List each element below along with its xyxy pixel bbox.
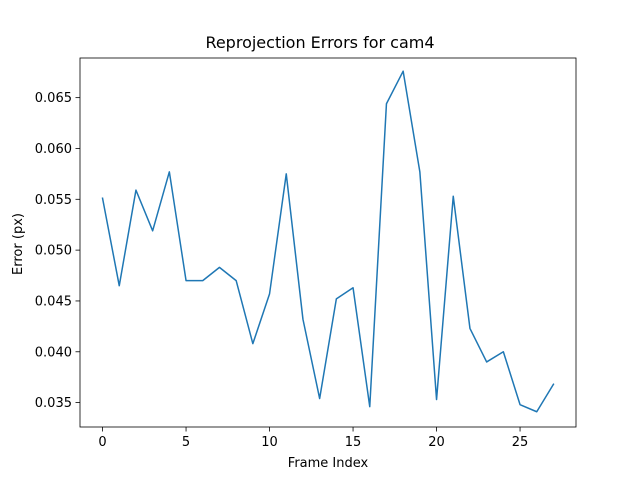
- chart-title: Reprojection Errors for cam4: [205, 33, 434, 52]
- x-axis-label: Frame Index: [288, 456, 369, 471]
- x-tick-label: 20: [428, 435, 445, 450]
- y-tick-label: 0.045: [35, 294, 72, 309]
- plot-frame: [79, 57, 577, 428]
- y-tick-label: 0.040: [35, 345, 72, 360]
- y-tick-label: 0.050: [35, 244, 72, 259]
- y-axis-label: Error (px): [11, 213, 26, 275]
- y-tick-label: 0.060: [35, 142, 72, 157]
- y-tick-label: 0.055: [35, 193, 72, 208]
- x-tick-label: 15: [345, 435, 362, 450]
- x-tick-label: 10: [261, 435, 278, 450]
- plot-area: [79, 57, 577, 428]
- x-tick-label: 5: [182, 435, 190, 450]
- y-tick-label: 0.035: [35, 396, 72, 411]
- y-tick-label: 0.065: [35, 91, 72, 106]
- series-line-0: [101, 70, 555, 413]
- x-tick-label: 25: [512, 435, 529, 450]
- x-tick-label: 0: [98, 435, 106, 450]
- y-axis: 0.035 0.040 0.045 0.050 0.055 0.060 0.065: [35, 91, 80, 411]
- x-axis: 0 5 10 15 20 25: [98, 427, 528, 450]
